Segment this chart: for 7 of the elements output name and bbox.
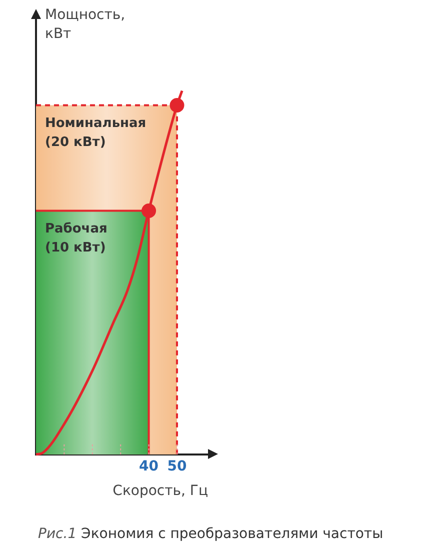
band-label: Рабочая (10 кВт) <box>45 222 108 256</box>
band-label: Номинальная (20 кВт) <box>45 116 146 150</box>
x-tick-label: 50 <box>167 458 187 474</box>
x-tick-label: 40 <box>139 458 159 474</box>
text: Рис.1 Экономия с преобразователями частоты <box>38 526 384 542</box>
x-axis-title: Скорость, Гц <box>112 483 208 500</box>
y-axis-title: Мощность, кВт <box>45 6 126 44</box>
